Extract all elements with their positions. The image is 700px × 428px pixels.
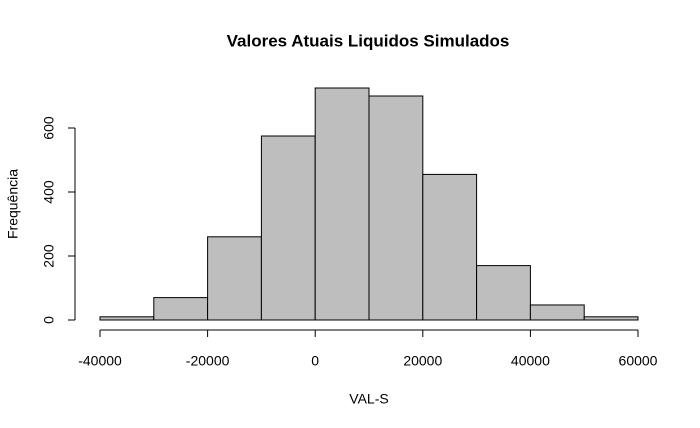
y-tick-label: 0 <box>41 316 57 324</box>
bar <box>368 95 424 321</box>
bar <box>153 297 209 321</box>
x-tick-label: -40000 <box>78 353 122 369</box>
bar <box>422 173 478 321</box>
bar <box>314 87 370 321</box>
x-tick-label: 0 <box>311 353 319 369</box>
bar <box>207 236 262 321</box>
x-axis-label: VAL-S <box>349 391 388 407</box>
y-tick-label: 600 <box>41 116 57 140</box>
bar <box>99 316 155 321</box>
chart-title: Valores Atuais Liquidos Simulados <box>227 31 510 50</box>
x-tick-label: 20000 <box>403 353 442 369</box>
x-tick-label: -20000 <box>186 353 230 369</box>
x-tick-label: 60000 <box>619 353 658 369</box>
x-tick-label: 40000 <box>511 353 550 369</box>
bar <box>583 316 639 321</box>
bar <box>529 304 585 321</box>
y-tick-label: 400 <box>41 180 57 204</box>
bar <box>260 135 316 321</box>
y-axis-label: Frequência <box>5 169 21 239</box>
bar <box>476 265 531 321</box>
y-tick-label: 200 <box>41 244 57 268</box>
